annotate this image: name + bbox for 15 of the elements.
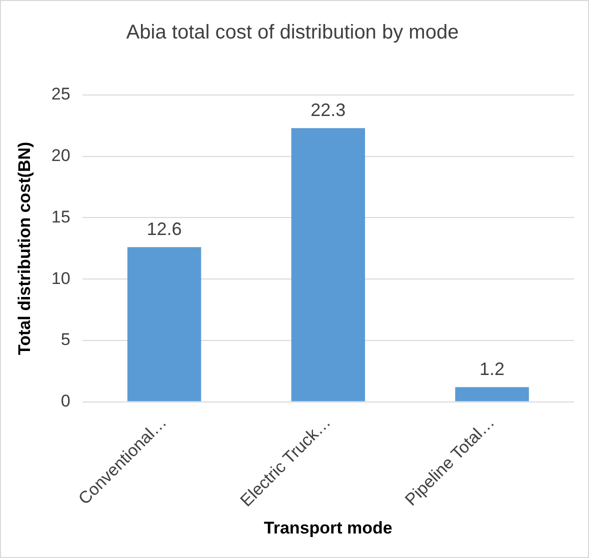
bar	[127, 247, 202, 402]
y-tick-label: 0	[60, 391, 70, 410]
y-tick-label: 20	[51, 146, 70, 166]
bar	[455, 387, 529, 402]
y-tick-label: 10	[51, 268, 70, 288]
chart-title: Abia total cost of distribution by mode	[126, 22, 459, 44]
data-label: 12.6	[146, 219, 182, 240]
y-tick-label: 5	[60, 330, 70, 350]
data-label: 22.3	[310, 100, 346, 120]
data-label: 1.2	[480, 359, 505, 380]
y-tick-label: 15	[51, 207, 70, 226]
y-axis-title: Total distribution cost(BN)	[14, 142, 34, 355]
y-tick-label: 25	[51, 84, 70, 104]
bar	[291, 128, 366, 402]
x-axis-title: Transport mode	[264, 518, 392, 538]
